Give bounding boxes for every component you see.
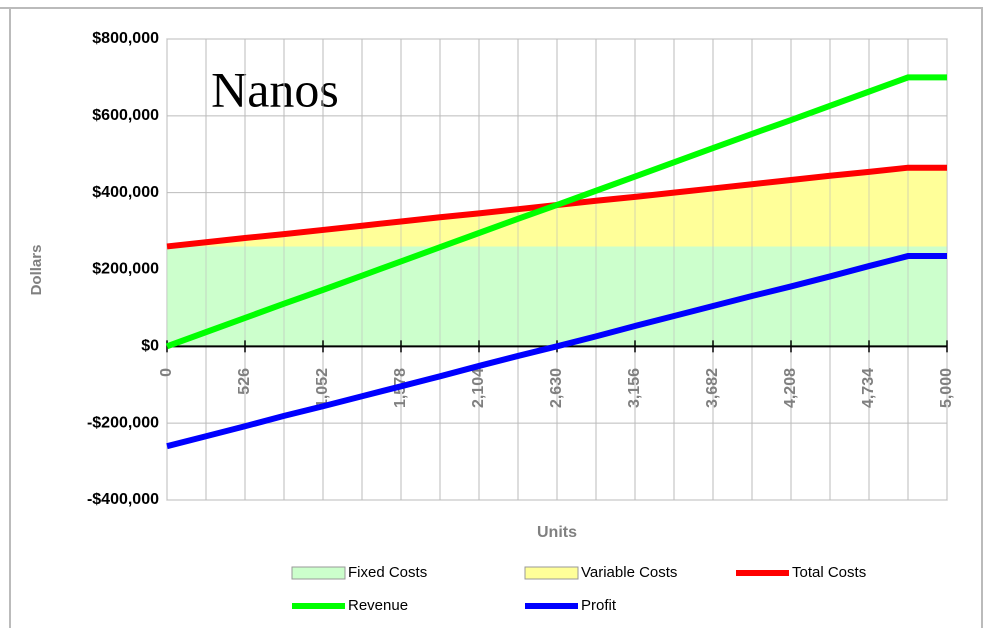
y-tick-label: $0 — [141, 338, 159, 355]
x-tick-label: 5,000 — [938, 368, 955, 408]
legend-swatch — [291, 566, 346, 580]
x-tick-label: 3,156 — [626, 368, 643, 408]
legend-label: Profit — [581, 597, 617, 614]
legend-label: Variable Costs — [581, 564, 677, 581]
line — [165, 74, 947, 350]
y-tick-label: $200,000 — [92, 261, 159, 278]
legend-label: Total Costs — [792, 564, 866, 581]
legend-label: Fixed Costs — [348, 564, 427, 581]
legend-label: Revenue — [348, 597, 408, 614]
x-tick-label: 2,630 — [548, 368, 565, 408]
y-tick-label: -$400,000 — [87, 491, 159, 508]
x-tick-label: 2,104 — [470, 368, 487, 408]
x-tick-label: 1,052 — [314, 368, 331, 408]
legend-swatch — [524, 566, 579, 580]
y-axis-title: Dollars — [28, 245, 45, 296]
y-tick-label: -$200,000 — [87, 414, 159, 431]
x-tick-label: 4,208 — [782, 368, 799, 408]
y-tick-label: $800,000 — [92, 30, 159, 47]
y-tick-label: $600,000 — [92, 107, 159, 124]
chart-title: Nanos — [211, 61, 339, 117]
x-tick-label: 0 — [158, 368, 175, 377]
y-tick-label: $400,000 — [92, 184, 159, 201]
x-tick-label: 4,734 — [860, 368, 877, 408]
x-tick-label: 3,682 — [704, 368, 721, 408]
x-axis-title: Units — [537, 524, 577, 541]
x-tick-label: 526 — [236, 368, 253, 395]
line — [166, 253, 947, 450]
